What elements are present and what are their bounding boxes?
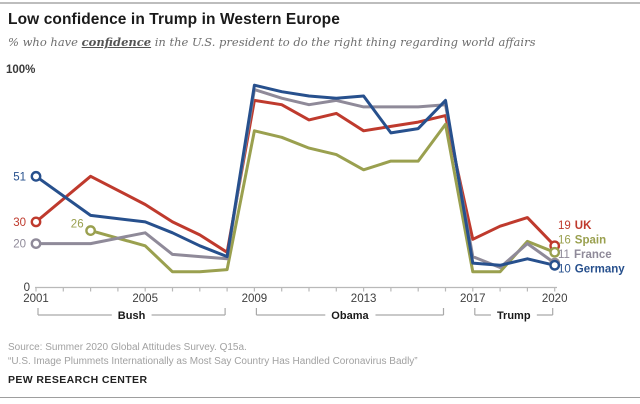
legend-value-uk: 19 xyxy=(558,220,571,232)
legend-country-germany: Germany xyxy=(575,264,625,276)
legend-value-spain: 16 xyxy=(558,235,571,247)
start-value-label-france: 20 xyxy=(13,239,26,251)
start-marker-germany xyxy=(30,170,42,182)
footer-notes: Source: Summer 2020 Global Attitudes Sur… xyxy=(8,341,418,368)
legend-entry-uk: 19 UK xyxy=(558,220,592,232)
legend-entry-spain: 16 Spain xyxy=(558,235,606,247)
page-title: Low confidence in Trump in Western Europ… xyxy=(8,11,340,28)
series-line-uk xyxy=(34,98,557,254)
start-marker-uk xyxy=(30,216,42,228)
series-line-france xyxy=(34,88,557,269)
end-marker-germany xyxy=(549,259,561,271)
subtitle-emphasis: confidence xyxy=(81,35,152,49)
start-marker-spain xyxy=(85,225,97,236)
legend-country-uk: UK xyxy=(575,220,592,232)
source-text: Source: Summer 2020 Global Attitudes Sur… xyxy=(8,342,247,353)
x-axis-tick-label: 2020 xyxy=(542,293,568,305)
pew-research-center-brand: PEW RESEARCH CENTER xyxy=(8,374,148,386)
era-label-bush: Bush xyxy=(118,310,146,322)
bottom-divider xyxy=(0,397,640,398)
legend-country-spain: Spain xyxy=(575,235,606,247)
start-marker-france xyxy=(30,238,42,250)
start-value-label-germany: 51 xyxy=(13,171,26,183)
end-marker-spain xyxy=(549,246,561,258)
y-axis-top-label: 100% xyxy=(6,64,35,76)
x-axis-tick-label: 2005 xyxy=(132,293,158,305)
legend-value-france: 11 xyxy=(558,249,570,261)
x-axis-tick-label: 2013 xyxy=(351,293,377,305)
y-axis-zero-label: 0 xyxy=(24,282,30,294)
x-axis-tick-label: 2001 xyxy=(23,293,49,305)
era-label-obama: Obama xyxy=(331,310,369,322)
start-value-label-uk: 30 xyxy=(13,217,26,229)
legend-value-germany: 10 xyxy=(558,264,571,276)
legend-entry-germany: 10 Germany xyxy=(558,264,625,276)
series-line-spain xyxy=(89,122,557,274)
subtitle-prefix: % who have xyxy=(8,35,82,49)
report-title-text: “U.S. Image Plummets Internationally as … xyxy=(8,355,418,367)
x-axis-tick-label: 2017 xyxy=(460,293,486,305)
legend-country-france: France xyxy=(574,249,612,261)
subtitle-suffix: in the U.S. president to do the right th… xyxy=(151,35,536,49)
x-axis-tick-label: 2009 xyxy=(242,293,268,305)
legend-entry-france: 11 France xyxy=(558,249,612,261)
start-value-label-spain: 26 xyxy=(71,219,84,231)
series-line-germany xyxy=(34,83,557,267)
era-label-trump: Trump xyxy=(497,310,531,322)
page-subtitle: % who have confidence in the U.S. presid… xyxy=(8,35,536,49)
top-divider xyxy=(0,2,640,4)
